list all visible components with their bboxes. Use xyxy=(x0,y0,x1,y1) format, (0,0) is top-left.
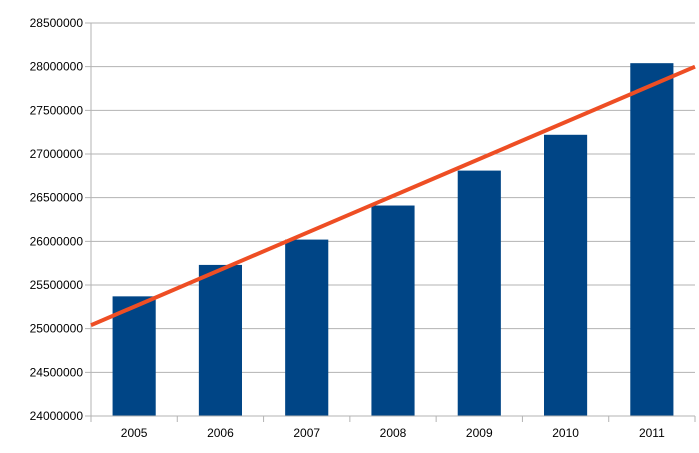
y-tick-label: 27000000 xyxy=(30,147,84,161)
bar xyxy=(112,296,156,416)
bar xyxy=(457,170,501,416)
bar xyxy=(544,134,588,416)
bar xyxy=(371,205,415,416)
x-tick-label: 2010 xyxy=(552,426,579,440)
x-tick-label: 2011 xyxy=(639,426,665,440)
x-tick-label: 2008 xyxy=(380,426,407,440)
x-tick-labels: 2005 2006 2007 2008 2009 2010 2011 xyxy=(121,426,665,440)
y-tick-label: 24500000 xyxy=(30,365,84,379)
y-tick-label: 27500000 xyxy=(30,103,84,117)
bar xyxy=(198,264,242,416)
trendline xyxy=(90,64,696,328)
y-tick-label: 28500000 xyxy=(30,16,84,30)
bar xyxy=(285,239,329,416)
y-tick-label: 26500000 xyxy=(30,191,84,205)
y-tick-label: 28000000 xyxy=(30,60,84,74)
axes xyxy=(90,23,696,422)
y-tick-labels: 24000000 24500000 25000000 25500000 26000000… xyxy=(30,16,84,423)
bars xyxy=(112,63,674,416)
x-tick-label: 2006 xyxy=(207,426,234,440)
y-tick-label: 25000000 xyxy=(30,322,84,336)
y-tick-label: 25500000 xyxy=(30,278,84,292)
y-tick-label: 24000000 xyxy=(30,409,84,423)
bar xyxy=(630,63,674,416)
x-tick-label: 2005 xyxy=(121,426,148,440)
y-tick-label: 26000000 xyxy=(30,234,84,248)
x-tick-label: 2007 xyxy=(293,426,320,440)
x-tick-label: 2009 xyxy=(466,426,493,440)
trendline-group xyxy=(90,64,696,328)
